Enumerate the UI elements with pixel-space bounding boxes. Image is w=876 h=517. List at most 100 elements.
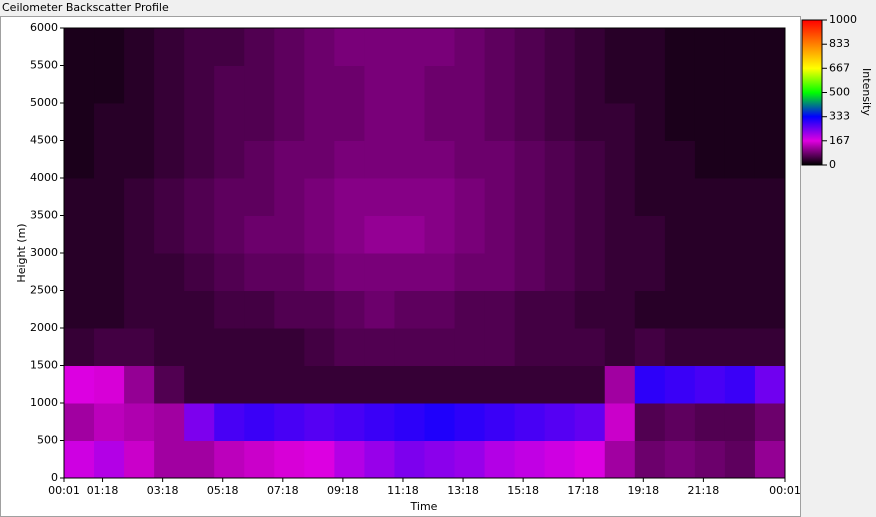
y-tick-label: 2000 [30, 321, 58, 334]
heatmap-cell [544, 178, 576, 216]
heatmap-cell [514, 28, 546, 66]
x-tick-label: 17:18 [567, 484, 599, 497]
heatmap-cell [64, 328, 95, 366]
heatmap-cell [214, 290, 245, 329]
heatmap-cell [64, 403, 95, 441]
heatmap-cell [364, 365, 395, 404]
heatmap-cell [454, 140, 486, 179]
heatmap-cell [334, 365, 365, 404]
heatmap-cell [364, 328, 395, 366]
heatmap-cell [304, 65, 335, 104]
heatmap-cell [334, 440, 365, 479]
heatmap-cell [454, 290, 486, 329]
heatmap-cell [394, 328, 425, 366]
heatmap-cell [604, 290, 636, 329]
heatmap-cell [214, 365, 245, 404]
y-tick-label: 5500 [30, 59, 58, 72]
heatmap-cell [124, 365, 155, 404]
heatmap-cell [754, 65, 786, 104]
heatmap-cell [94, 178, 125, 216]
heatmap-cell [274, 28, 305, 66]
heatmap-cell [394, 215, 425, 254]
heatmap-cell [274, 215, 305, 254]
heatmap-cell [634, 290, 666, 329]
heatmap-cell [244, 103, 275, 141]
heatmap-cell [754, 365, 786, 404]
heatmap-cell [634, 103, 666, 141]
heatmap-cell [64, 28, 95, 66]
heatmap-cell [544, 440, 576, 479]
heatmap-cell [394, 365, 425, 404]
heatmap-cell [664, 103, 696, 141]
heatmap-cell [64, 103, 95, 141]
heatmap-cell [364, 178, 395, 216]
heatmap-cell [574, 365, 606, 404]
heatmap-cell [424, 215, 456, 254]
colorbar-title: Intensity [860, 68, 873, 116]
heatmap-cell [244, 365, 275, 404]
heatmap-cell [574, 440, 606, 479]
heatmap-cell [154, 103, 185, 141]
y-axis-title: Height (m) [15, 223, 28, 282]
heatmap-cell [454, 28, 486, 66]
heatmap-cell [694, 365, 726, 404]
y-tick-label: 1500 [30, 359, 58, 372]
heatmap-cell [424, 440, 456, 479]
heatmap-cell [64, 215, 95, 254]
heatmap-cell [154, 403, 185, 441]
heatmap-cell [424, 290, 456, 329]
heatmap-cell [574, 178, 606, 216]
heatmap-cell [304, 103, 335, 141]
heatmap-cell [604, 253, 636, 291]
heatmap-cell [574, 140, 606, 179]
heatmap-cell [424, 28, 456, 66]
heatmap-cell [724, 140, 756, 179]
heatmap-cell [64, 178, 95, 216]
heatmap-cell [544, 403, 576, 441]
heatmap-cell [514, 440, 546, 479]
heatmap-cell [514, 103, 546, 141]
heatmap-cell [604, 440, 636, 479]
heatmap-cell [124, 403, 155, 441]
heatmap-cell [334, 290, 365, 329]
heatmap-cell [754, 328, 786, 366]
heatmap-cell [724, 28, 756, 66]
heatmap-cell [694, 328, 726, 366]
heatmap-cell [394, 440, 425, 479]
heatmap-cell [754, 140, 786, 179]
heatmap-cell [244, 215, 275, 254]
heatmap-cell [124, 328, 155, 366]
heatmap-cell [94, 140, 125, 179]
heatmap-cell [694, 28, 726, 66]
x-tick-label: 15:18 [507, 484, 539, 497]
heatmap-cell [184, 140, 215, 179]
heatmap-cell [94, 328, 125, 366]
heatmap-cell [184, 253, 215, 291]
heatmap-cell [334, 103, 365, 141]
heatmap-cell [334, 253, 365, 291]
heatmap-cell [454, 178, 486, 216]
heatmap-cell [364, 290, 395, 329]
heatmap-cell [604, 65, 636, 104]
heatmap-cell [514, 215, 546, 254]
heatmap-cell [514, 365, 546, 404]
heatmap-cell [484, 440, 516, 479]
heatmap-cell [724, 103, 756, 141]
heatmap-cell [664, 365, 696, 404]
heatmap-cell [364, 140, 395, 179]
heatmap-cell [304, 215, 335, 254]
heatmap-cell [154, 440, 185, 479]
heatmap-cell [394, 140, 425, 179]
heatmap-cell [604, 215, 636, 254]
heatmap-cell [484, 365, 516, 404]
heatmap-cell [484, 328, 516, 366]
y-tick-label: 4500 [30, 134, 58, 147]
heatmap-cell [394, 65, 425, 104]
heatmap-cell [124, 140, 155, 179]
heatmap-cell [364, 103, 395, 141]
heatmap-cell [484, 178, 516, 216]
heatmap-cell [574, 403, 606, 441]
heatmap-cell [334, 28, 365, 66]
heatmap-cell [244, 28, 275, 66]
heatmap-cell [454, 253, 486, 291]
